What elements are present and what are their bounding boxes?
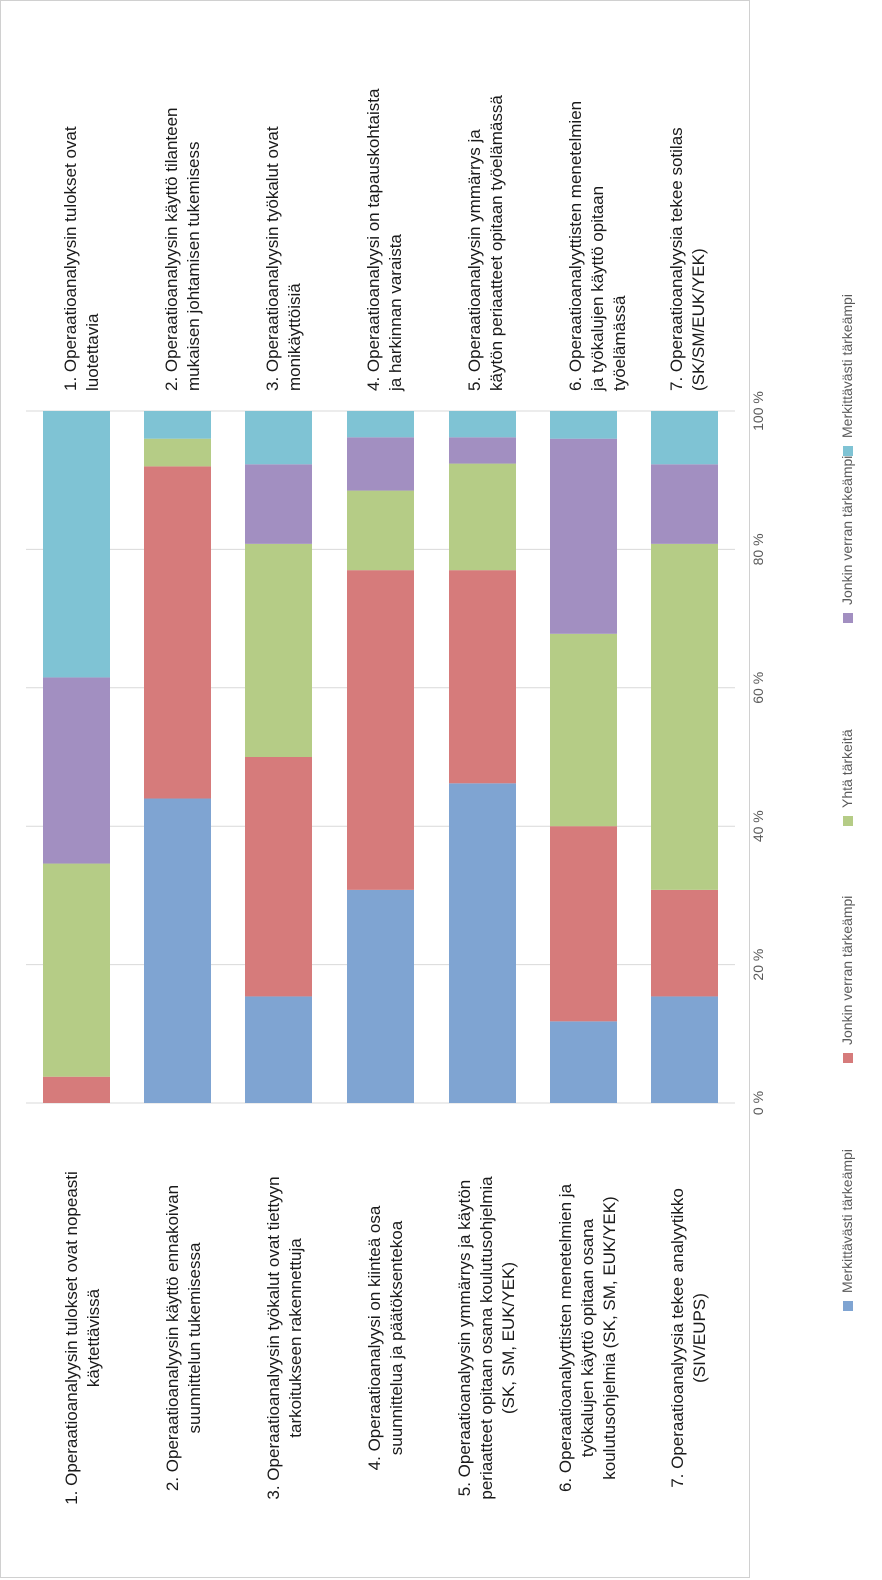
bar-segment-cat5-series2 [449,570,516,784]
bar-segment-cat3-series3 [245,543,312,757]
category-label-top-4-line-2: ja harkinnan varaista [386,234,405,392]
category-label-bottom-5-line-2: periaatteet opitaan osana koulutusohjelm… [477,1176,496,1500]
bar-segment-cat5-series3 [449,463,516,571]
tick-label-60: 60 % [750,672,766,704]
legend-label-2: Jonkin verran tärkeämpi [839,896,855,1045]
legend-swatch-3 [843,816,853,826]
bar-segment-cat7-series1 [651,996,718,1103]
category-label-top-2-line-1: 2. Operaatioanalyysin käyttö tilanteen [162,107,181,391]
bar-segment-cat4-series5 [347,411,414,438]
category-label-bottom-3-line-1: 3. Operaatioanalyysin työkalut ovat tiet… [264,1176,283,1499]
bar-segment-cat4-series4 [347,437,414,491]
bar-segment-cat7-series4 [651,464,718,544]
tick-label-80: 80 % [750,533,766,565]
legend-label-5: Merkittävästi tärkeämpi [839,294,855,438]
bar-segment-cat7-series5 [651,411,718,465]
bar-segment-cat7-series3 [651,543,718,890]
legend-label-1: Merkittävästi tärkeämpi [839,1149,855,1293]
bar-segment-cat2-series5 [144,411,211,439]
category-label-top-7-line-2: (SK/SM/EUK/YEK) [689,248,708,391]
bar-segment-cat6-series5 [550,411,617,439]
bar-segment-cat5-series4 [449,437,516,464]
category-label-top-5-line-2: käytön periaatteet opitaan työelämässä [487,95,506,391]
bar-segment-cat4-series1 [347,889,414,1103]
category-label-bottom-2-line-2: suunnittelun tukemisessa [185,1242,204,1433]
category-label-top-5-line-1: 5. Operaatioanalyysin ymmärrys ja [465,129,484,391]
category-label-top-3-line-1: 3. Operaatioanalyysin työkalut ovat [263,126,282,391]
bar-segment-cat3-series4 [245,464,312,544]
bar-segment-cat5-series5 [449,411,516,438]
bar-segment-cat4-series3 [347,490,414,571]
legend-swatch-1 [843,1301,853,1311]
category-label-bottom-7-line-2: (SIV/EUPS) [690,1293,709,1383]
category-label-top-3-line-2: monikäyttöisiä [285,283,304,391]
category-label-bottom-4-line-2: suunnittelua ja päätöksentekoa [387,1220,406,1455]
category-label-top-1-line-2: luotettavia [83,313,102,391]
bar-segment-cat6-series4 [550,438,617,634]
bar-segment-cat2-series3 [144,438,211,467]
bar-segment-cat3-series1 [245,996,312,1103]
legend-swatch-2 [843,1053,853,1063]
bar-segment-cat7-series2 [651,889,718,997]
bar-segment-cat1-series5 [43,411,110,678]
bar-segment-cat5-series1 [449,783,516,1103]
category-label-bottom-4-line-1: 4. Operaatioanalyysi on kiinteä osa [365,1205,384,1470]
category-label-bottom-3-line-2: tarkoitukseen rakennettuja [286,1238,305,1438]
tick-label-20: 20 % [750,949,766,981]
bar-segment-cat6-series2 [550,826,617,1022]
category-label-top-6-line-1: 6. Operaatioanalyyttisten menetelmien [566,101,585,391]
legend-swatch-4 [843,613,853,623]
tick-label-0: 0 % [750,1091,766,1115]
category-label-top-6-line-3: työelämässä [610,295,629,391]
bar-segment-cat2-series2 [144,466,211,799]
category-label-top-1-line-1: 1. Operaatioanalyysin tulokset ovat [61,126,80,391]
category-label-top-2-line-2: mukaisen johtamisen tukemisess [184,142,203,391]
category-label-bottom-7-line-1: 7. Operaatioanalyysia tekee analyytikko [668,1188,687,1488]
bar-segment-cat3-series5 [245,411,312,465]
legend-label-3: Yhtä tärkeitä [839,729,855,808]
bar-segment-cat2-series1 [144,798,211,1103]
category-label-top-7-line-1: 7. Operaatioanalyysia tekee sotilas [667,127,686,391]
bar-segment-cat1-series4 [43,677,110,864]
legend-swatch-5 [843,446,853,456]
legend-label-4: Jonkin verran tärkeämpi [839,456,855,605]
category-label-bottom-6-line-2: työkalujen käyttö opitaan osana [578,1218,597,1457]
bar-segment-cat4-series2 [347,570,414,890]
bar-segment-cat1-series2 [43,1076,110,1103]
category-label-bottom-6-line-1: 6. Operaatioanalyyttisten menetelmien ja [556,1183,575,1492]
category-label-bottom-5-line-1: 5. Operaatioanalyysin ymmärrys ja käytön [455,1180,474,1497]
category-label-bottom-1-line-1: 1. Operaatioanalyysin tulokset ovat nope… [62,1171,81,1505]
category-label-bottom-5-line-3: (SK, SM, EUK/YEK) [499,1262,518,1414]
tick-label-40: 40 % [750,810,766,842]
category-label-top-4-line-1: 4. Operaatioanalyysi on tapauskohtaista [364,88,383,391]
category-label-bottom-2-line-1: 2. Operaatioanalyysin käyttö ennakoivan [163,1185,182,1491]
chart-frame [0,0,750,1578]
bar-segment-cat6-series1 [550,1021,617,1103]
bar-segment-cat3-series2 [245,757,312,997]
category-label-bottom-6-line-3: koulutusohjelmia (SK, SM, EUK/YEK) [600,1196,619,1479]
category-label-top-6-line-2: ja työkalujen käyttö opitaan [588,186,607,392]
category-label-bottom-1-line-2: käytettävissä [84,1288,103,1387]
tick-label-100: 100 % [750,391,766,431]
bar-segment-cat6-series3 [550,633,617,827]
bar-segment-cat1-series3 [43,863,110,1077]
